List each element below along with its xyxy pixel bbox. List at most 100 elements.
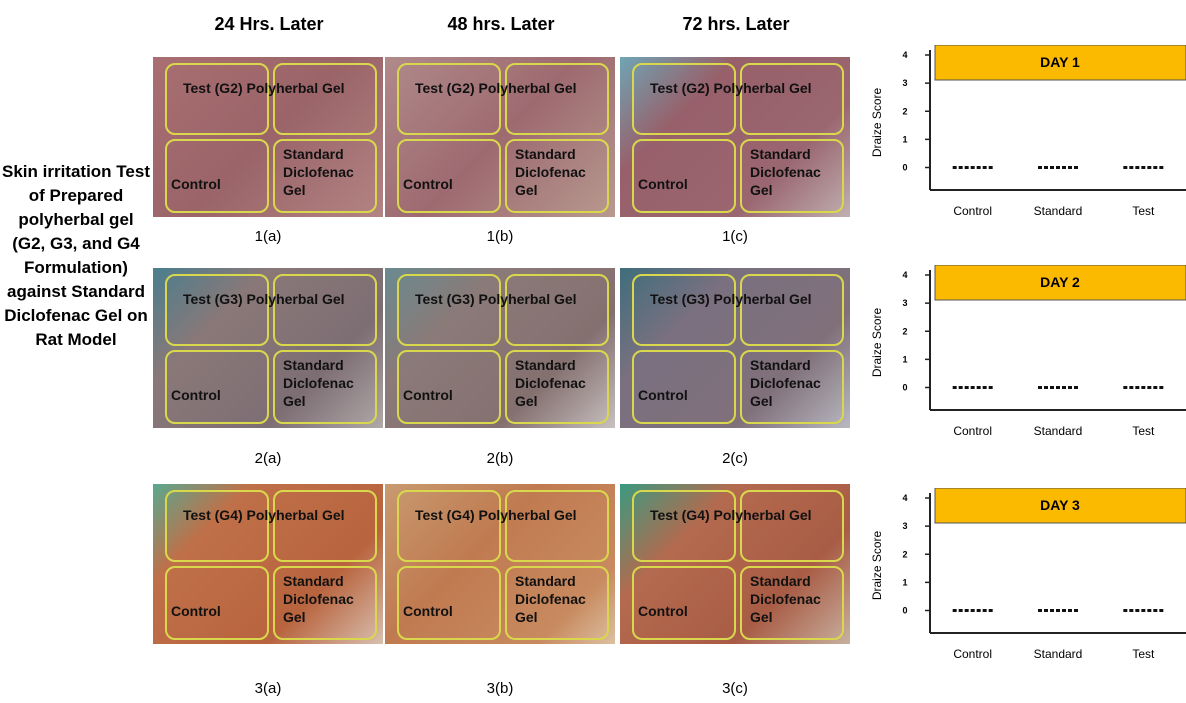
test-label: Test (G2) Polyherbal Gel [650, 79, 812, 97]
test-label: Test (G4) Polyherbal Gel [183, 506, 345, 524]
y-tick-label: 0 [902, 383, 907, 393]
caption: 1(a) [153, 228, 383, 245]
y-tick-label: 0 [902, 606, 907, 616]
y-axis-label: Draize Score [870, 530, 884, 600]
grid-cell [397, 63, 501, 135]
side-text: Skin irritation Test of Prepared polyher… [0, 160, 152, 352]
caption: 3(a) [153, 680, 383, 697]
standard-label: Diclofenac [283, 374, 354, 392]
test-label: Test (G3) Polyherbal Gel [183, 290, 345, 308]
caption: 1(b) [385, 228, 615, 245]
chart: DAY 1Draize Score01234ControlStandardTes… [865, 45, 1186, 230]
control-label: Control [171, 175, 221, 193]
control-label: Control [638, 386, 688, 404]
caption: 3(b) [385, 680, 615, 697]
page: {"columns": ["24 Hrs. Later", "48 hrs. L… [0, 0, 1186, 703]
y-tick-label: 3 [902, 78, 907, 88]
standard-label: Gel [750, 392, 773, 410]
grid-cell [632, 63, 736, 135]
column-heading: 72 hrs. Later [620, 14, 852, 35]
grid-cell [397, 490, 501, 562]
control-label: Control [171, 602, 221, 620]
control-label: Control [403, 175, 453, 193]
standard-label: Gel [515, 608, 538, 626]
test-label: Test (G3) Polyherbal Gel [650, 290, 812, 308]
x-tick-label: Control [953, 424, 992, 438]
caption: 2(b) [385, 450, 615, 467]
caption: 3(c) [620, 680, 850, 697]
standard-label: Diclofenac [750, 163, 821, 181]
standard-label: Gel [515, 392, 538, 410]
chart-title: DAY 2 [1040, 274, 1080, 290]
standard-label: Diclofenac [283, 163, 354, 181]
standard-label: Gel [283, 392, 306, 410]
x-tick-label: Control [953, 647, 992, 661]
standard-label: Diclofenac [515, 374, 586, 392]
x-tick-label: Test [1132, 424, 1155, 438]
column-heading: 48 hrs. Later [385, 14, 617, 35]
x-tick-label: Control [953, 204, 992, 218]
y-tick-label: 2 [902, 106, 907, 116]
standard-label: Diclofenac [750, 590, 821, 608]
chart-title: DAY 3 [1040, 497, 1080, 513]
control-label: Control [403, 386, 453, 404]
grid-cell [165, 490, 269, 562]
caption: 1(c) [620, 228, 850, 245]
caption: 2(a) [153, 450, 383, 467]
x-tick-label: Standard [1034, 424, 1083, 438]
grid-cell [273, 274, 377, 346]
chart-title: DAY 1 [1040, 54, 1080, 70]
photo: Test (G2) Polyherbal Gel Control StandardD… [385, 57, 615, 217]
y-tick-label: 1 [902, 577, 907, 587]
standard-label: Gel [283, 608, 306, 626]
y-tick-label: 1 [902, 354, 907, 364]
y-axis-label: Draize Score [870, 307, 884, 377]
standard-label: Standard [515, 145, 576, 163]
control-label: Control [171, 386, 221, 404]
test-label: Test (G3) Polyherbal Gel [415, 290, 577, 308]
standard-label: Gel [515, 181, 538, 199]
y-tick-label: 4 [902, 493, 907, 503]
y-tick-label: 2 [902, 326, 907, 336]
control-label: Control [403, 602, 453, 620]
standard-label: Diclofenac [515, 163, 586, 181]
grid-cell [505, 63, 609, 135]
y-tick-label: 1 [902, 134, 907, 144]
grid-cell [740, 490, 844, 562]
grid-cell [505, 490, 609, 562]
test-label: Test (G4) Polyherbal Gel [650, 506, 812, 524]
test-label: Test (G2) Polyherbal Gel [183, 79, 345, 97]
y-tick-label: 0 [902, 163, 907, 173]
photo: Test (G4) Polyherbal Gel Control StandardD… [620, 484, 850, 644]
x-tick-label: Standard [1034, 647, 1083, 661]
standard-label: Diclofenac [283, 590, 354, 608]
standard-label: Gel [750, 181, 773, 199]
standard-label: Gel [750, 608, 773, 626]
standard-label: Standard [515, 572, 576, 590]
x-tick-label: Standard [1034, 204, 1083, 218]
standard-label: Standard [750, 145, 811, 163]
grid-cell [273, 63, 377, 135]
standard-label: Standard [750, 572, 811, 590]
control-label: Control [638, 602, 688, 620]
column-heading: 24 Hrs. Later [153, 14, 385, 35]
standard-label: Standard [283, 145, 344, 163]
y-tick-label: 3 [902, 298, 907, 308]
grid-cell [632, 274, 736, 346]
grid-cell [165, 63, 269, 135]
standard-label: Diclofenac [515, 590, 586, 608]
grid-cell [740, 63, 844, 135]
y-tick-label: 4 [902, 270, 907, 280]
grid-cell [273, 490, 377, 562]
y-tick-label: 4 [902, 50, 907, 60]
y-tick-label: 2 [902, 549, 907, 559]
test-label: Test (G2) Polyherbal Gel [415, 79, 577, 97]
x-tick-label: Test [1132, 647, 1155, 661]
